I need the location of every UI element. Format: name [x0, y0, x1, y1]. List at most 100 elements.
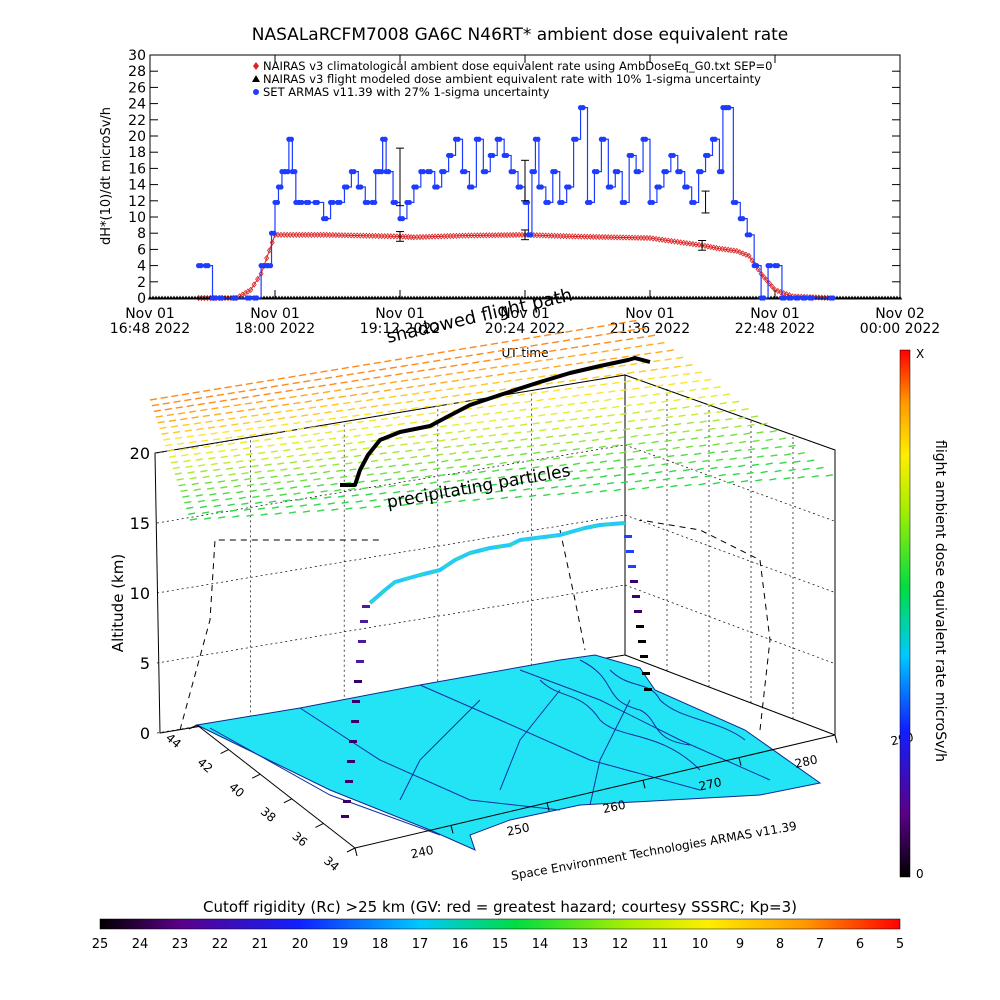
data-point-armas: [330, 199, 336, 206]
data-point-flight-modeled: [849, 295, 855, 300]
sheet-dash: [313, 477, 321, 481]
data-point-flight-modeled: [468, 295, 474, 300]
sheet-dash: [329, 382, 337, 386]
data-point-armas: [802, 295, 808, 301]
data-point-flight-modeled: [360, 295, 366, 300]
data-point-flight-modeled: [891, 295, 897, 300]
sheet-dash: [306, 491, 315, 494]
y-tick-label: 0: [137, 291, 146, 307]
sheet-dash: [375, 465, 383, 469]
sheet-dash: [465, 471, 473, 475]
sheet-dash: [562, 339, 571, 342]
lat-tick-mark: [283, 798, 293, 804]
sheet-dash: [205, 451, 214, 454]
sheet-dash: [783, 477, 791, 480]
lat-tick-label: 44: [163, 731, 184, 752]
sheet-dash: [486, 462, 494, 466]
shadow-path-right: [639, 519, 771, 731]
sheet-dash: [592, 482, 601, 486]
sheet-dash: [443, 357, 452, 361]
data-point-flight-modeled: [453, 295, 459, 300]
sheet-dash: [225, 436, 233, 440]
sheet-dash: [545, 435, 554, 439]
sheet-dash: [270, 475, 278, 479]
legend-marker: [253, 62, 259, 70]
data-point-flight-modeled: [264, 295, 270, 300]
sheet-dash: [375, 411, 384, 414]
sheet-dash: [648, 478, 657, 482]
sheet-dash: [527, 352, 535, 356]
sheet-dash: [266, 418, 274, 422]
sheet-dash: [487, 389, 495, 393]
sheet-dash: [728, 409, 737, 412]
sheet-dash: [197, 402, 205, 406]
sheet-dash: [434, 487, 442, 491]
data-point-flight-modeled: [609, 295, 615, 300]
data-point-flight-modeled: [747, 295, 753, 300]
sheet-dash: [284, 429, 293, 432]
sheet-dash: [545, 382, 553, 385]
sheet-dash: [566, 455, 574, 459]
bottom-colorbar-tick-label: 19: [332, 937, 349, 952]
data-point-climatological: [681, 239, 687, 246]
sheet-dash: [312, 432, 320, 436]
sheet-dash: [429, 397, 437, 400]
bottom-colorbar-tick-label: 16: [452, 937, 469, 952]
sheet-dash: [184, 429, 192, 432]
data-point-flight-modeled: [462, 295, 468, 300]
sheet-dash: [478, 470, 486, 474]
sheet-dash: [236, 490, 244, 494]
data-point-flight-modeled: [846, 295, 852, 300]
sheet-dash: [419, 468, 428, 472]
sheet-dash: [661, 424, 669, 427]
sheet-dash: [451, 379, 459, 383]
flight-path-cruise: [368, 521, 626, 605]
sheet-dash: [557, 492, 565, 496]
sheet-dash: [198, 433, 206, 437]
data-point-flight-modeled: [681, 295, 687, 300]
sheet-dash: [292, 441, 300, 445]
data-point-flight-modeled: [570, 295, 576, 300]
sheet-dash: [674, 461, 683, 465]
data-point-climatological: [719, 245, 725, 253]
sheet-dash: [314, 378, 322, 381]
sheet-dash: [615, 421, 623, 424]
sheet-dash: [722, 393, 731, 396]
sheet-dash: [608, 390, 616, 393]
data-point-flight-modeled: [591, 295, 597, 300]
lon-tick-mark: [546, 802, 550, 811]
sheet-dash: [332, 463, 340, 466]
sheet-dash: [341, 501, 349, 504]
sheet-dash: [496, 373, 505, 376]
data-point-flight-modeled: [843, 295, 849, 300]
sheet-dash: [218, 449, 226, 453]
sheet-dash: [546, 450, 554, 453]
sheet-dash: [170, 460, 179, 464]
data-point-climatological: [684, 240, 690, 247]
sheet-dash: [440, 410, 448, 414]
data-point-armas: [420, 169, 426, 175]
data-point-flight-modeled: [261, 295, 267, 300]
sheet-dash: [624, 404, 632, 407]
sheet-dash: [695, 428, 703, 432]
data-point-flight-modeled: [549, 295, 555, 300]
data-point-flight-modeled: [147, 295, 153, 300]
boundary-line: [579, 659, 691, 746]
sheet-dash: [346, 373, 354, 376]
sheet-dash: [603, 374, 612, 378]
sheet-dash: [576, 361, 584, 365]
data-point-climatological: [737, 249, 743, 256]
sheet-dash: [166, 413, 174, 417]
sheet-dash: [703, 411, 711, 415]
data-point-flight-modeled: [339, 295, 345, 300]
sheet-dash: [332, 423, 341, 427]
sheet-dash: [627, 419, 636, 423]
sheet-dash: [411, 392, 420, 395]
sheet-dash: [596, 391, 604, 395]
sheet-dash: [423, 376, 431, 379]
data-point-climatological: [678, 239, 684, 246]
sheet-dash: [656, 432, 664, 436]
flight-point-ascent: [351, 720, 359, 723]
data-point-armas: [656, 184, 663, 190]
sheet-dash: [761, 446, 769, 450]
